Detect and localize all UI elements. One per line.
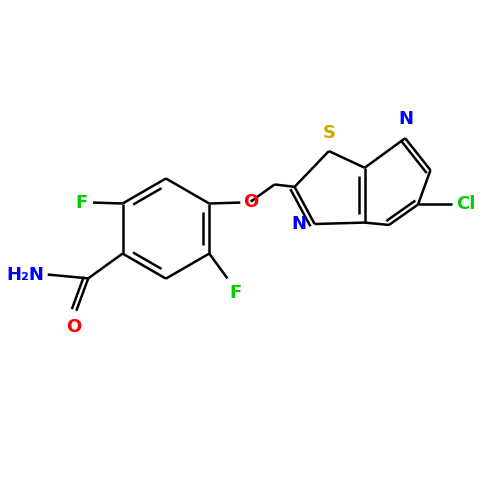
Text: F: F [75,194,88,212]
Text: F: F [230,284,242,302]
Text: Cl: Cl [456,196,475,214]
Text: O: O [66,318,82,336]
Text: N: N [398,110,413,128]
Text: H₂N: H₂N [6,266,44,283]
Text: N: N [291,215,306,233]
Text: S: S [322,124,336,142]
Text: O: O [242,192,258,210]
